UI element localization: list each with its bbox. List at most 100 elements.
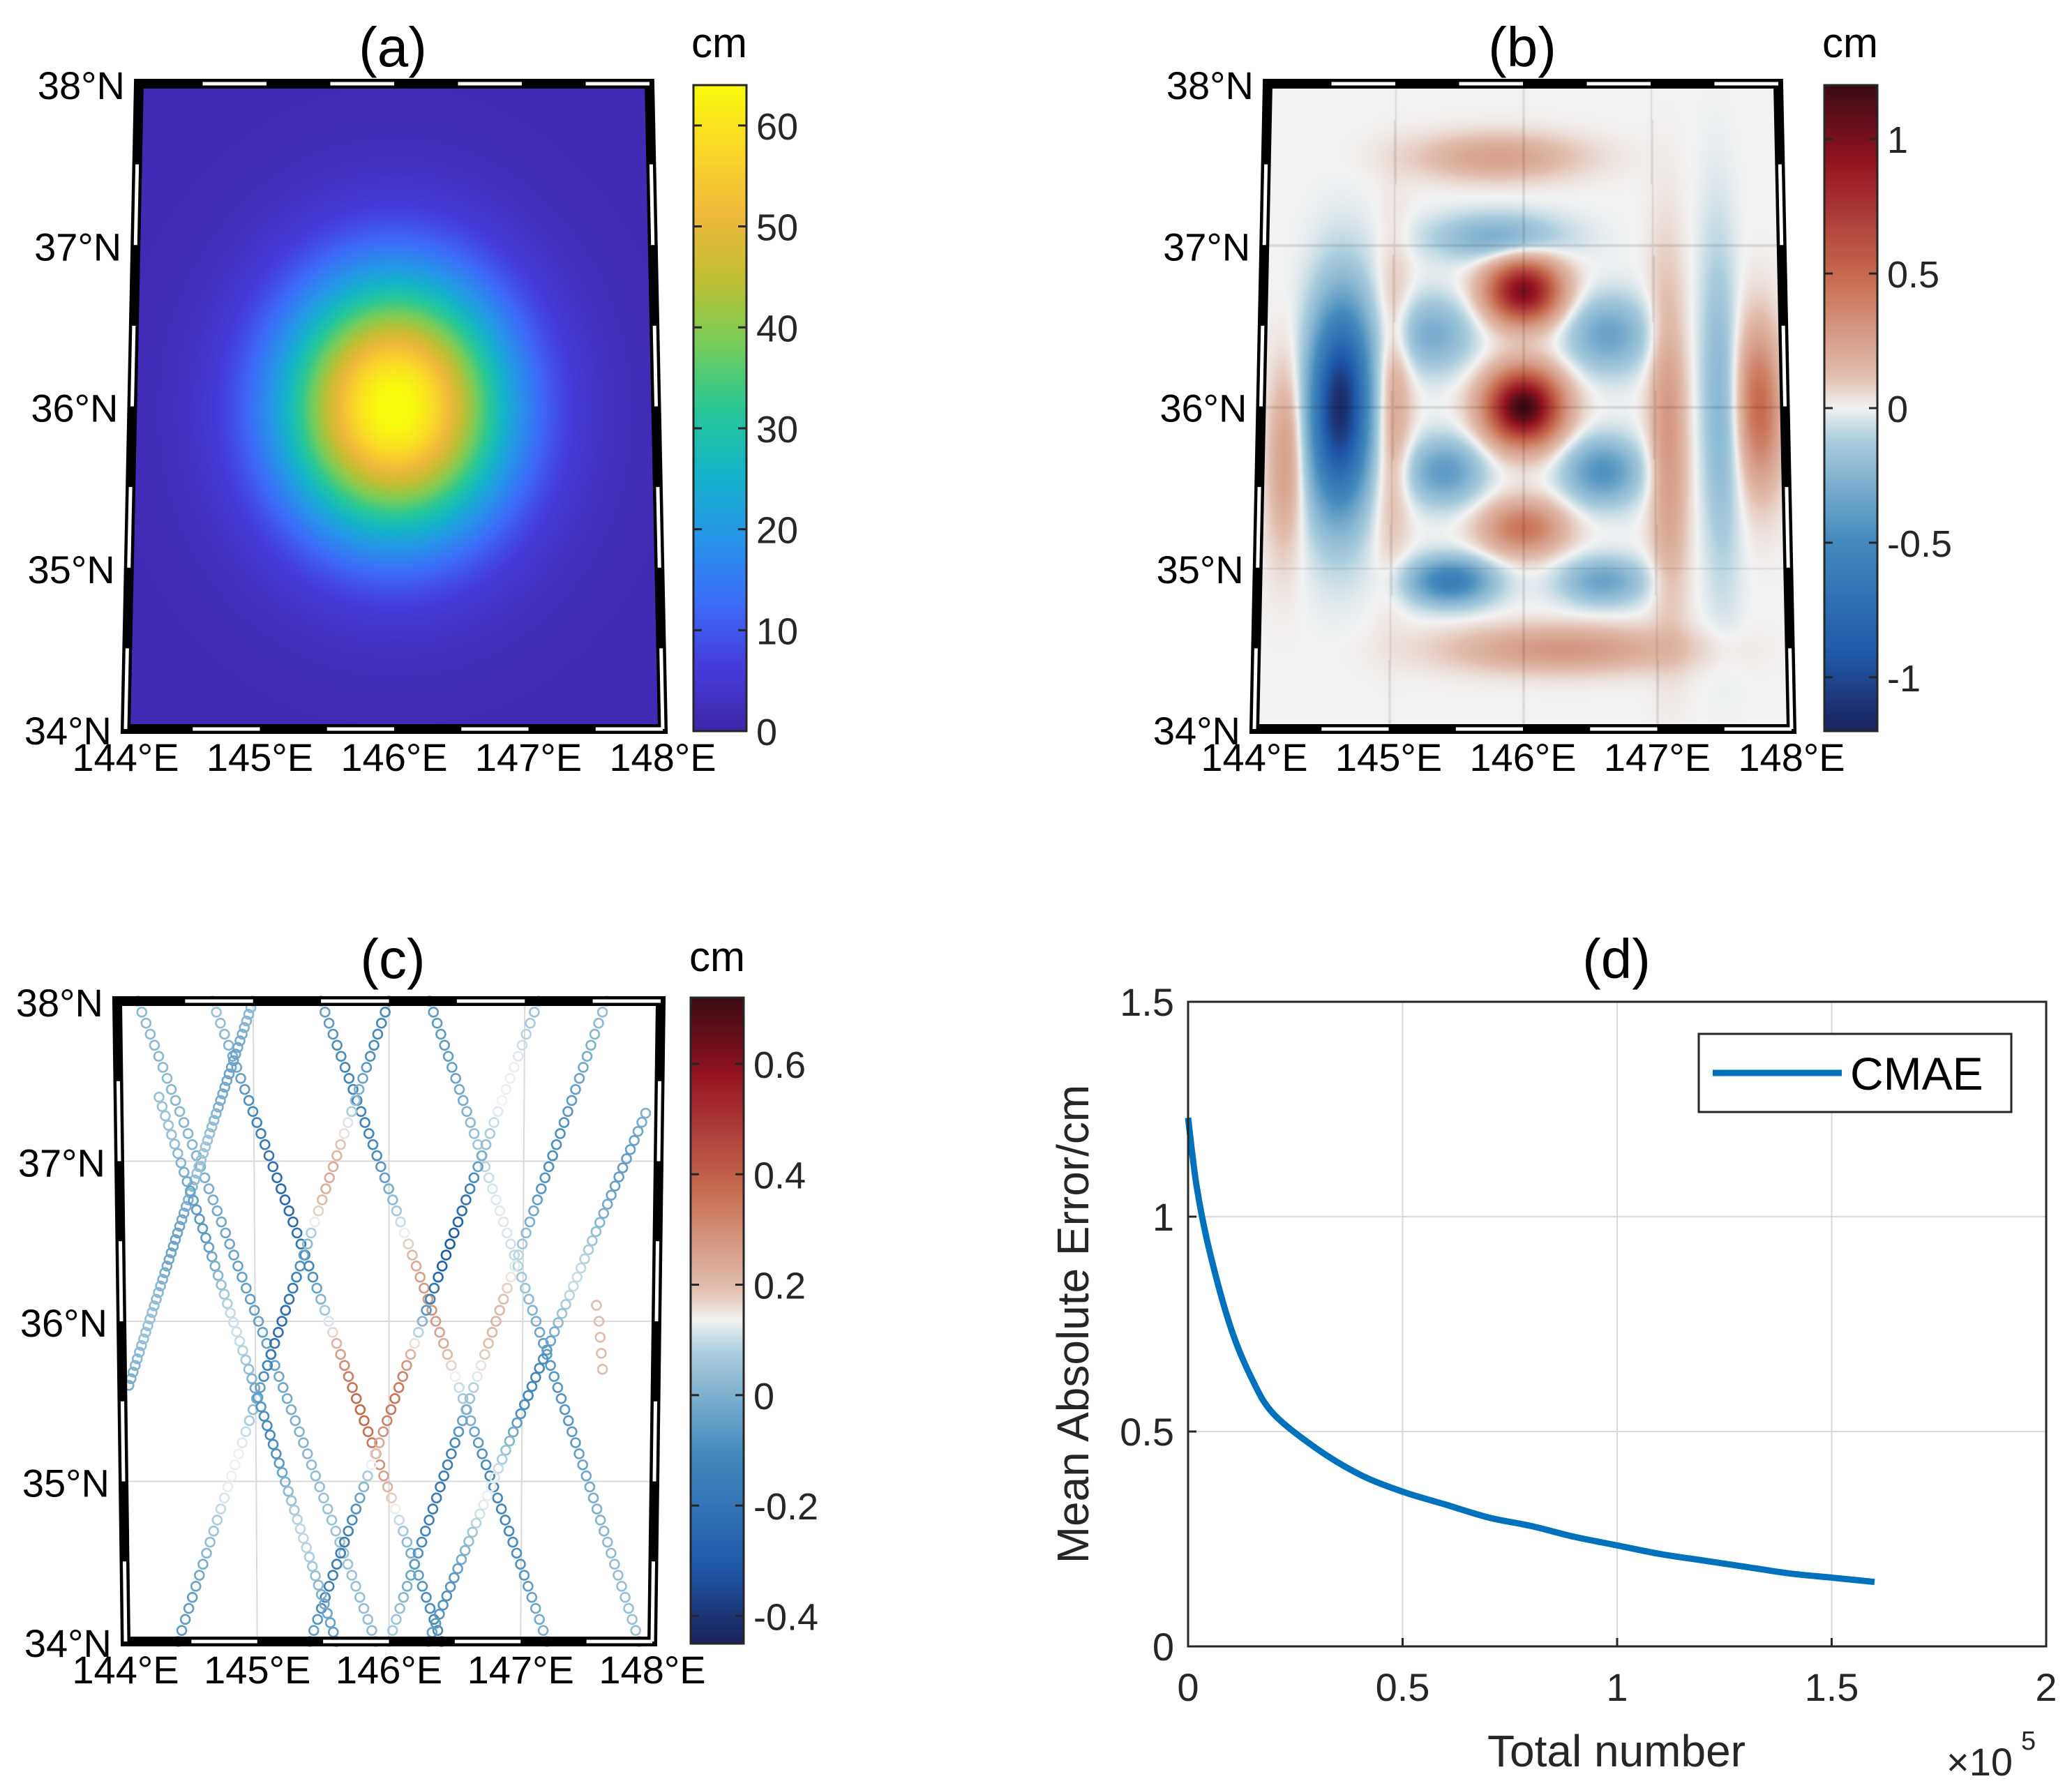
track-point: [409, 1337, 420, 1349]
track-point: [203, 1242, 215, 1253]
track-point: [591, 1503, 603, 1515]
lat-tick-label: 38°N: [16, 981, 103, 1025]
map-frame-dash: [1252, 648, 1258, 730]
track-point: [147, 1307, 158, 1319]
panel-d-x-exponent-base: ×10: [1946, 1740, 2013, 1784]
x-tick-label: 0: [1177, 1665, 1199, 1709]
track-point: [474, 1508, 486, 1519]
track-point: [520, 1227, 532, 1239]
track-point: [584, 1481, 596, 1493]
track-point: [382, 1481, 393, 1493]
track-point: [573, 1448, 585, 1459]
colorbar-tick-label: 20: [756, 510, 798, 552]
track-point: [431, 1017, 443, 1029]
lon-tick-label: 147°E: [475, 735, 582, 779]
panel-a-colorbar: cm 0 10 20 30 40 50 60: [691, 20, 798, 753]
track-point: [244, 1293, 256, 1305]
track-point: [323, 1316, 335, 1327]
lat-tick-label: 35°N: [1157, 548, 1244, 592]
track-point: [570, 1437, 581, 1448]
track-point: [188, 1194, 199, 1206]
track-point: [410, 1261, 422, 1272]
track-point: [347, 1382, 358, 1393]
track-point: [490, 1316, 502, 1327]
track-point: [142, 1320, 153, 1332]
track-point: [419, 1282, 430, 1294]
track-point: [395, 1216, 406, 1228]
track-point: [463, 1535, 474, 1547]
track-point: [437, 1599, 449, 1611]
track-point: [573, 1072, 585, 1084]
track-point: [359, 1415, 370, 1427]
track-point: [215, 1095, 226, 1106]
track-point: [283, 1485, 294, 1497]
panel-b-colorbar: cm 1 0.5 0 -0.5 -1: [1822, 20, 1952, 733]
track-point: [548, 1371, 560, 1382]
panel-d-y-ticks: 0 0.5 1 1.5: [1120, 980, 1196, 1669]
track-point: [161, 1072, 173, 1084]
track-point: [295, 1238, 307, 1250]
track-point: [243, 1009, 255, 1020]
track-point: [449, 1572, 460, 1584]
track-point: [470, 1517, 482, 1529]
track-point: [267, 1438, 279, 1450]
track-point: [287, 1282, 299, 1294]
track-point: [320, 1007, 331, 1018]
track-point: [442, 1459, 453, 1471]
panel-d-xlabel: Total number: [1487, 1726, 1746, 1776]
track-point: [509, 1261, 520, 1272]
track-point: [416, 1581, 428, 1592]
track-point: [350, 1503, 362, 1515]
track-point: [442, 1348, 453, 1360]
track-point: [324, 1172, 336, 1184]
lat-tick-label: 35°N: [22, 1462, 110, 1505]
track-point: [235, 1072, 246, 1084]
track-point: [227, 1316, 239, 1328]
panel-a-field-image: [126, 84, 663, 733]
track-point: [195, 1155, 207, 1166]
track-point: [336, 1051, 347, 1062]
track-point: [301, 1238, 313, 1250]
track-point: [215, 1503, 227, 1515]
track-point: [208, 1525, 219, 1537]
panel-c-title: (c): [360, 928, 425, 990]
track-point: [523, 1581, 534, 1592]
panel-d-x-ticks: 0 0.5 1 1.5 2: [1177, 1638, 2057, 1709]
track-point: [215, 1017, 226, 1029]
track-point: [311, 1282, 322, 1294]
lat-tick-label: 37°N: [18, 1141, 105, 1185]
track-point: [500, 1444, 511, 1456]
track-point: [350, 1581, 361, 1592]
track-point: [232, 1261, 243, 1272]
track-point: [550, 1139, 562, 1150]
track-point: [165, 1083, 177, 1095]
track-point: [338, 1128, 350, 1139]
track-point: [243, 1095, 255, 1106]
track-point: [292, 1514, 303, 1525]
track-point: [136, 1007, 148, 1018]
track-point: [493, 1463, 504, 1474]
track-point: [382, 1415, 393, 1427]
map-frame-dash: [1781, 325, 1787, 407]
track-point: [354, 1404, 366, 1415]
panel-a-map: 38°N 37°N 36°N 35°N 34°N 144°E 145°E 146°E 147°…: [24, 63, 716, 779]
track-point: [485, 1481, 497, 1492]
track-point: [190, 1581, 202, 1592]
panel-c-lon-labels: 144°E 145°E 146°E 147°E 148°E: [72, 1648, 705, 1692]
track-point: [170, 1095, 181, 1106]
track-point: [212, 1270, 224, 1282]
track-point: [632, 1125, 644, 1137]
track-point: [172, 1148, 183, 1159]
map-frame-dash: [1788, 648, 1794, 730]
track-point: [209, 1261, 221, 1272]
track-point: [194, 1213, 205, 1225]
track-point: [207, 1194, 219, 1205]
panel-c-colorbar-border: [689, 996, 745, 1645]
lon-tick-label: 145°E: [207, 735, 313, 779]
track-point: [401, 1536, 413, 1548]
track-point: [516, 1238, 528, 1250]
track-point: [526, 1591, 538, 1603]
track-point: [322, 1607, 333, 1619]
track-point: [241, 1282, 252, 1294]
